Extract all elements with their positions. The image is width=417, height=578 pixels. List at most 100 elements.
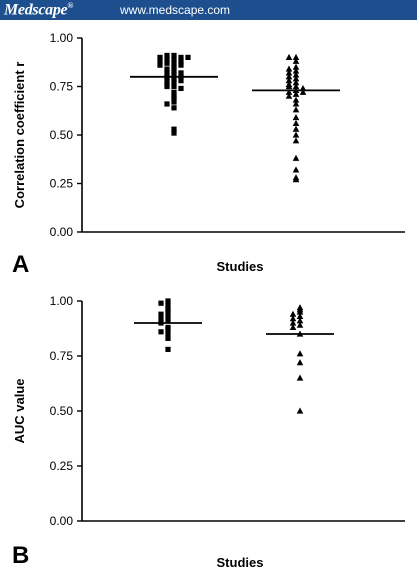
triangle-point (285, 77, 293, 84)
triangle-point (299, 88, 307, 95)
y-axis-title: AUC value (12, 378, 27, 443)
square-point (164, 70, 170, 76)
square-point (164, 52, 170, 59)
y-tick-label: 0.50 (50, 128, 74, 142)
square-point (171, 64, 177, 70)
y-tick-label: 0.00 (50, 514, 74, 528)
triangle-point (289, 319, 297, 326)
chart-panel-b: 0.00 0.25 0.50 0.75 1.00 AUC value Studies B (0, 282, 417, 578)
triangle-point (292, 154, 300, 161)
y-tick-label: 0.00 (50, 225, 74, 239)
square-point (171, 56, 177, 62)
triangle-point (292, 106, 300, 113)
square-point (158, 300, 164, 306)
square-point (171, 130, 177, 136)
square-point (164, 66, 170, 72)
square-point (171, 83, 177, 90)
triangle-point (296, 407, 304, 414)
square-point (165, 335, 171, 341)
square-point (158, 329, 164, 335)
panel-label: A (12, 251, 29, 278)
triangle-point (292, 100, 300, 107)
site-url-link[interactable]: www.medscape.com (120, 3, 231, 17)
square-series (157, 52, 191, 136)
square-point (165, 309, 171, 315)
triangle-point (285, 65, 293, 72)
triangle-point (296, 321, 304, 328)
y-tick-label: 1.00 (50, 294, 74, 308)
x-axis-title: Studies (217, 259, 264, 274)
medscape-banner: Medscape® www.medscape.com (0, 0, 417, 20)
triangle-point (292, 79, 300, 86)
square-point (178, 70, 184, 76)
triangle-point (296, 312, 304, 319)
triangle-point (285, 53, 293, 60)
triangle-series (285, 53, 307, 183)
y-tick-label: 0.25 (50, 177, 74, 191)
square-point (185, 54, 191, 60)
y-tick-label: 0.75 (50, 349, 74, 363)
triangle-point (292, 166, 300, 173)
triangle-point (292, 131, 300, 138)
square-point (171, 60, 177, 66)
triangle-point (292, 119, 300, 126)
triangle-point (296, 359, 304, 366)
triangle-point (292, 71, 300, 78)
square-point (171, 80, 177, 86)
square-point (171, 126, 177, 132)
y-tick-label: 0.25 (50, 459, 74, 473)
square-point (171, 52, 177, 59)
triangle-series (289, 304, 304, 414)
square-series (158, 298, 171, 352)
registered-mark: ® (67, 1, 74, 10)
triangle-point (289, 323, 297, 330)
brand-name: Medscape (4, 1, 68, 19)
square-point (164, 78, 170, 84)
square-point (165, 318, 171, 324)
square-point (164, 56, 170, 62)
square-point (171, 105, 177, 111)
medscape-logo[interactable]: Medscape® (4, 1, 73, 19)
triangle-point (292, 57, 300, 64)
x-axis-title: Studies (217, 555, 264, 570)
triangle-point (292, 83, 300, 90)
square-point (158, 316, 164, 322)
triangle-point (296, 317, 304, 324)
square-point (171, 72, 177, 78)
square-point (171, 76, 177, 82)
square-point (165, 346, 171, 352)
square-point (157, 54, 163, 60)
triangle-point (285, 69, 293, 76)
triangle-point (292, 137, 300, 144)
square-point (157, 62, 163, 68)
triangle-point (285, 83, 293, 90)
y-tick-label: 1.00 (50, 31, 74, 45)
y-axis-title: Correlation coefficient r (12, 62, 27, 209)
triangle-point (292, 176, 300, 183)
square-point (178, 58, 184, 64)
square-point (165, 327, 171, 333)
chart-panel-a: 0.00 0.25 0.50 0.75 1.00 Correlation coeffici… (0, 20, 417, 282)
square-point (178, 85, 184, 92)
y-tick-label: 0.75 (50, 80, 74, 94)
square-point (171, 89, 177, 95)
triangle-point (292, 67, 300, 74)
triangle-point (292, 75, 300, 82)
triangle-point (292, 114, 300, 121)
square-point (178, 62, 184, 68)
square-point (165, 331, 171, 337)
triangle-point (289, 315, 297, 322)
triangle-point (296, 308, 304, 315)
triangle-point (289, 310, 297, 317)
triangle-point (296, 374, 304, 381)
square-point (178, 78, 184, 84)
panel-label: B (12, 542, 29, 569)
square-point (158, 311, 164, 317)
square-point (157, 58, 163, 64)
square-point (171, 95, 177, 101)
triangle-point (292, 90, 300, 97)
square-point (165, 313, 171, 319)
square-point (171, 68, 177, 74)
square-point (165, 302, 171, 308)
square-point (171, 99, 177, 105)
